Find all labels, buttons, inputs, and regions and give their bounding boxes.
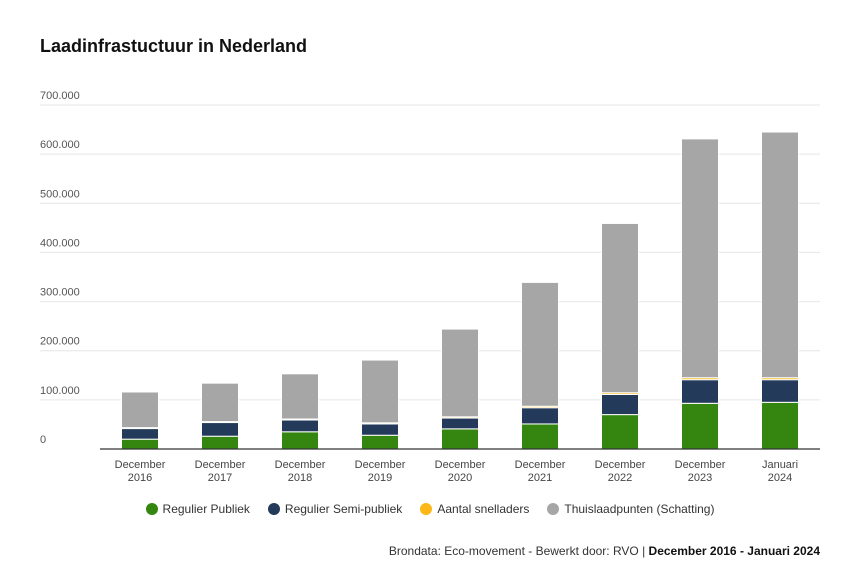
bar-segment[interactable]	[201, 435, 239, 450]
x-tick-label: December	[275, 459, 326, 471]
bar-segment[interactable]	[361, 434, 399, 450]
bar-segment[interactable]	[601, 222, 639, 394]
y-tick-label: 600.000	[40, 139, 80, 151]
legend-dot-icon	[267, 503, 280, 515]
bar-segment[interactable]	[201, 421, 239, 437]
bar-segment[interactable]	[361, 423, 399, 436]
bar-segment[interactable]	[681, 402, 719, 450]
bar-segment[interactable]	[121, 438, 159, 450]
legend-item[interactable]: Regulier Publiek	[145, 502, 250, 516]
bar-segment[interactable]	[601, 414, 639, 450]
x-tick-label: December	[515, 459, 566, 471]
bar-segment[interactable]	[201, 382, 239, 423]
y-tick-label: 0	[40, 434, 46, 446]
x-tick-label: December	[595, 459, 646, 471]
legend-dot-icon	[145, 503, 158, 515]
y-tick-label: 400.000	[40, 237, 80, 249]
legend-label: Regulier Publiek	[162, 502, 250, 516]
y-tick-label: 500.000	[40, 188, 80, 200]
legend-item[interactable]: Thuislaadpunten (Schatting)	[547, 502, 714, 516]
x-tick-label: December	[675, 459, 726, 471]
bar-segment[interactable]	[681, 138, 719, 379]
source-text: Brondata: Eco-movement - Bewerkt door: R…	[388, 544, 639, 558]
x-tick-label: December	[435, 459, 486, 471]
legend-label: Regulier Semi-publiek	[284, 502, 403, 516]
legend-dot-icon	[547, 503, 560, 515]
y-tick-label: 100.000	[40, 385, 80, 397]
bar-segment[interactable]	[121, 391, 159, 429]
bar-segment[interactable]	[681, 379, 719, 404]
x-tick-label: 2018	[288, 472, 312, 484]
bar-segment[interactable]	[361, 359, 399, 424]
bar-segment[interactable]	[521, 423, 559, 450]
bar-segment[interactable]	[761, 379, 799, 403]
x-tick-label: December	[355, 459, 406, 471]
x-tick-label: December	[115, 459, 166, 471]
legend-label: Aantal snelladers	[437, 502, 530, 516]
bar-segment[interactable]	[521, 281, 559, 407]
x-tick-label: 2017	[208, 472, 232, 484]
legend-dot-icon	[420, 503, 433, 515]
y-tick-label: 300.000	[40, 287, 80, 299]
period-text: December 2016 - Januari 2024	[648, 544, 820, 558]
bar-segment[interactable]	[601, 393, 639, 416]
bar-segment[interactable]	[281, 419, 319, 433]
bar-segment[interactable]	[761, 131, 799, 379]
y-tick-label: 200.000	[40, 336, 80, 348]
legend-label: Thuislaadpunten (Schatting)	[564, 502, 715, 516]
legend-item[interactable]: Aantal snelladers	[420, 502, 529, 516]
bar-segment[interactable]	[281, 373, 319, 420]
bar-segment[interactable]	[521, 407, 559, 425]
bar-chart: 0 100.000 200.000 300.000 400.000 500.000 600.…	[40, 90, 820, 484]
bar-segment[interactable]	[441, 428, 479, 450]
chart-title: Laadinfrastuctuur in Nederland	[40, 36, 308, 56]
x-tick-label: 2016	[128, 472, 152, 484]
bar-segment[interactable]	[281, 431, 319, 450]
source-note: Brondata: Eco-movement - Bewerkt door: R…	[388, 544, 820, 558]
bar-segment[interactable]	[761, 401, 799, 450]
x-tick-label: 2022	[608, 472, 632, 484]
legend: Regulier Publiek Regulier Semi-publiek Aan…	[0, 502, 860, 516]
y-tick-label: 700.000	[40, 90, 80, 102]
bar-segment[interactable]	[121, 427, 159, 440]
x-tick-label: 2023	[688, 472, 712, 484]
legend-item[interactable]: Regulier Semi-publiek	[267, 502, 403, 516]
x-tick-label: December	[195, 459, 246, 471]
x-tick-label: Januari	[762, 459, 798, 471]
x-tick-label: 2024	[768, 472, 792, 484]
x-tick-label: 2021	[528, 472, 552, 484]
x-tick-label: 2020	[448, 472, 472, 484]
bar-segment[interactable]	[441, 328, 479, 418]
x-tick-label: 2019	[368, 472, 392, 484]
bar-segment[interactable]	[441, 417, 479, 430]
